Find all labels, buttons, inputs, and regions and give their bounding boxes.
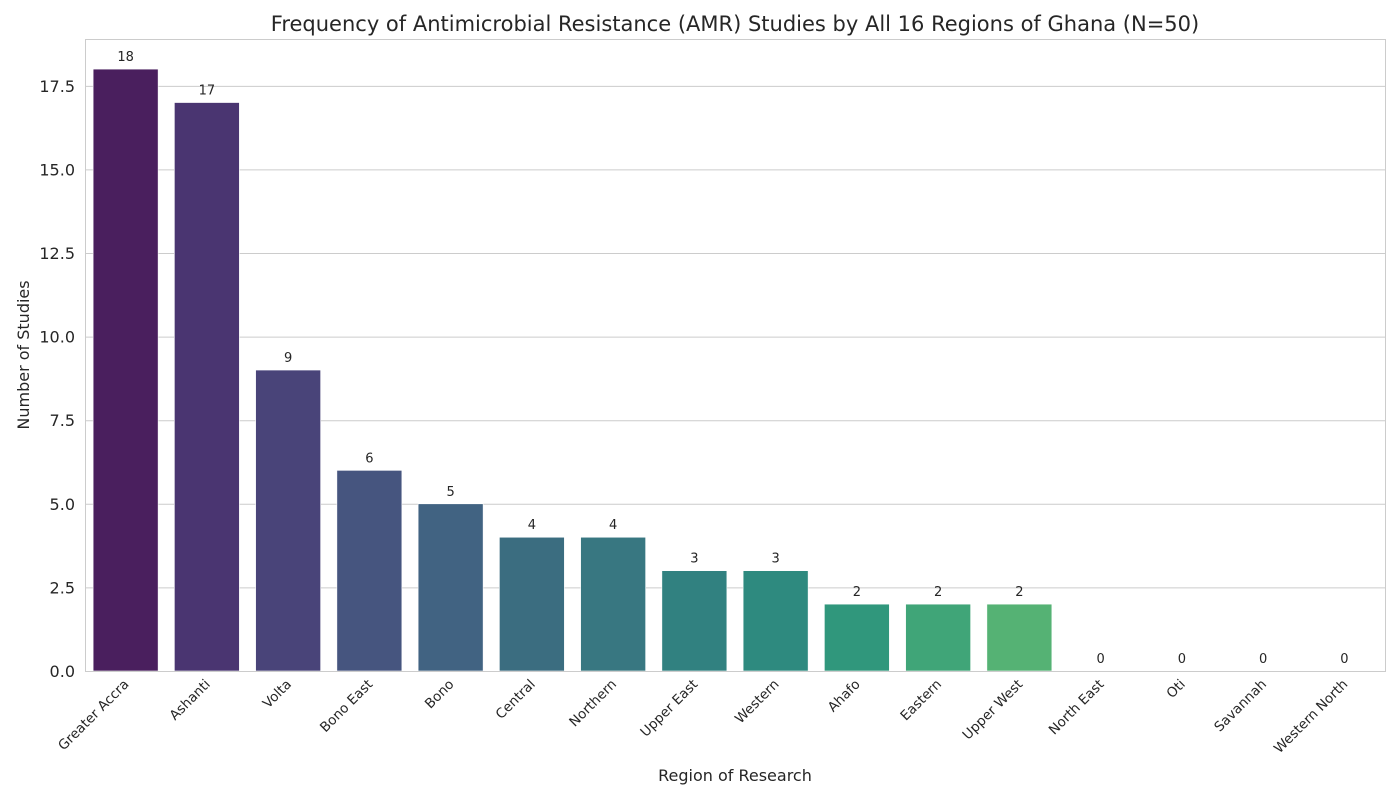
x-axis-label: Region of Research (658, 766, 812, 785)
x-tick-label: North East (1046, 677, 1108, 739)
bar (255, 369, 321, 672)
x-tick-label: Ashanti (167, 677, 214, 724)
y-tick-label: 0.0 (50, 662, 75, 681)
data-label: 0 (1178, 652, 1186, 667)
x-tick-label: Upper West (959, 677, 1026, 744)
bar (824, 603, 890, 672)
data-label: 9 (284, 351, 292, 366)
bar (174, 102, 240, 672)
y-tick-label: 15.0 (39, 160, 75, 179)
data-label: 18 (117, 50, 134, 65)
data-label: 4 (528, 518, 536, 533)
chart-title: Frequency of Antimicrobial Resistance (A… (271, 12, 1199, 36)
y-axis-label: Number of Studies (14, 280, 33, 429)
x-tick-label: Western (732, 677, 782, 727)
x-tick-label: Ahafo (825, 677, 864, 716)
x-tick-label: Western North (1271, 677, 1351, 757)
x-tick-label: Oti (1163, 677, 1188, 702)
bar (580, 536, 646, 672)
bar (742, 570, 809, 672)
x-tick-label: Savannah (1211, 677, 1270, 736)
x-tick-label: Eastern (897, 677, 945, 725)
bar (986, 603, 1053, 672)
data-label: 2 (934, 585, 942, 600)
y-tick-label: 17.5 (39, 77, 75, 96)
x-tick-label: Volta (260, 677, 295, 712)
x-tick-label: Central (493, 677, 539, 723)
bar (417, 503, 484, 672)
y-tick-label: 2.5 (50, 578, 75, 597)
plot-frame (85, 39, 1386, 672)
x-tick-labels: Greater Accra Ashanti Volta Bono East Bono Ce… (55, 677, 1351, 757)
y-tick-labels: 0.0 2.5 5.0 7.5 10.0 12.5 15.0 17.5 (39, 77, 75, 681)
bar (661, 570, 728, 672)
data-label: 17 (199, 84, 216, 99)
data-label: 0 (1096, 652, 1104, 667)
x-tick-label: Bono East (317, 677, 376, 736)
bar (92, 68, 159, 672)
bars (92, 68, 1053, 672)
data-label: 3 (690, 552, 698, 567)
data-label: 0 (1340, 652, 1348, 667)
data-label: 4 (609, 518, 617, 533)
data-label: 5 (446, 485, 454, 500)
data-label: 6 (365, 451, 373, 466)
data-label: 2 (853, 585, 861, 600)
x-tick-label: Greater Accra (55, 677, 132, 754)
y-tick-label: 12.5 (39, 244, 75, 263)
y-tick-label: 5.0 (50, 495, 75, 514)
bar (336, 470, 403, 672)
data-label: 0 (1259, 652, 1267, 667)
y-tick-label: 7.5 (50, 411, 75, 430)
data-labels: 18 17 9 6 5 4 4 3 3 2 2 2 0 0 0 0 (117, 50, 1348, 667)
data-label: 3 (771, 552, 779, 567)
x-tick-label: Upper East (637, 677, 701, 741)
x-tick-label: Northern (566, 677, 620, 731)
bar (905, 603, 971, 672)
x-tick-label: Bono (422, 677, 458, 713)
data-label: 2 (1015, 585, 1023, 600)
y-tick-label: 10.0 (39, 328, 75, 347)
bar (499, 536, 565, 672)
